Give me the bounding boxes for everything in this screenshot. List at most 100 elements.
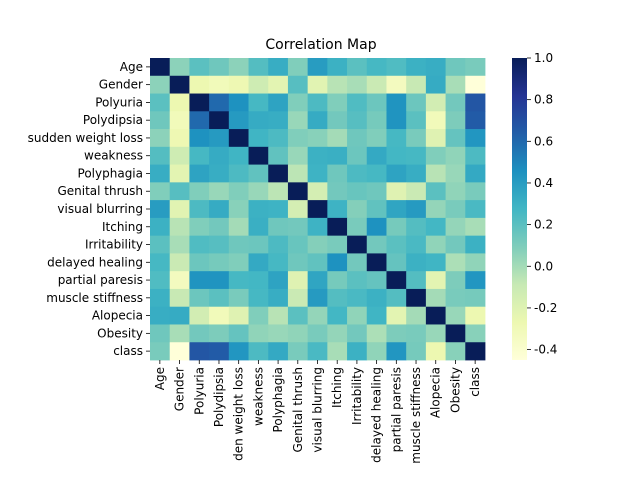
heatmap-cell (425, 164, 446, 183)
heatmap-cell (287, 58, 309, 77)
heatmap-cell (347, 129, 368, 148)
heatmap-cell (228, 111, 249, 130)
heatmap-cell (150, 93, 171, 112)
heatmap-cell (347, 306, 368, 325)
chart-title: Correlation Map (265, 37, 376, 53)
heatmap-cell (445, 111, 466, 130)
y-tick-label: Age (120, 60, 143, 74)
heatmap-cell (287, 164, 309, 183)
y-tick-label: Obesity (97, 326, 143, 340)
heatmap-cell (150, 306, 171, 325)
heatmap-cell (386, 235, 407, 254)
heatmap-cell (268, 146, 289, 165)
heatmap-cell (209, 217, 230, 237)
heatmap-cell (465, 146, 486, 165)
heatmap-cell (307, 164, 328, 183)
x-tick-label: Polyuria (192, 367, 206, 415)
heatmap-cell (169, 217, 190, 237)
heatmap-cell (307, 146, 328, 165)
heatmap-cell (209, 271, 230, 290)
heatmap-cell (406, 324, 427, 343)
heatmap-cell (228, 200, 249, 219)
heatmap-cell (287, 342, 309, 361)
heatmap-cell (465, 217, 486, 237)
heatmap-cell (465, 324, 486, 343)
heatmap-cell (150, 217, 171, 237)
heatmap-cell (248, 324, 269, 343)
heatmap-cell (169, 342, 190, 361)
heatmap-cell (425, 111, 446, 130)
heatmap-cell (150, 129, 171, 148)
x-tick-label: Polyphagia (271, 367, 285, 432)
heatmap-cell (327, 75, 348, 94)
heatmap-cell (189, 342, 210, 361)
heatmap-cell (268, 58, 289, 77)
heatmap-cell (327, 182, 348, 201)
heatmap-cell (209, 93, 230, 112)
heatmap-cell (150, 200, 171, 219)
heatmap-cell (386, 288, 407, 308)
heatmap-cell (287, 235, 309, 254)
heatmap-cell (209, 75, 230, 94)
x-tick-label: visual blurring (311, 367, 325, 453)
heatmap-cell (268, 271, 289, 290)
heatmap-cell (366, 288, 387, 308)
heatmap-cell (327, 324, 348, 343)
heatmap-cell (268, 93, 289, 112)
heatmap-cell (465, 271, 486, 290)
heatmap-cell (150, 253, 171, 272)
heatmap-cell (228, 253, 249, 272)
heatmap-cell (307, 253, 328, 272)
heatmap-cell (228, 93, 249, 112)
colorbar-tick-label: -0.2 (534, 301, 557, 315)
heatmap-cell (268, 288, 289, 308)
heatmap-cell (189, 129, 210, 148)
y-tick-label: Irritability (85, 238, 143, 252)
heatmap-cell (268, 111, 289, 130)
heatmap-cell (268, 182, 289, 201)
heatmap-cell (287, 146, 309, 165)
heatmap-cell (150, 324, 171, 343)
heatmap-cell (268, 129, 289, 148)
heatmap-cell (268, 324, 289, 343)
heatmap-cell (209, 253, 230, 272)
heatmap-cell (425, 182, 446, 201)
heatmap-cell (307, 288, 328, 308)
y-tick-label: delayed healing (47, 255, 143, 269)
y-tick-label: Polyphagia (78, 166, 143, 180)
heatmap-cell (150, 111, 171, 130)
heatmap-cell (307, 306, 328, 325)
heatmap-cell (228, 306, 249, 325)
heatmap-cell (445, 164, 466, 183)
x-tick-label: Alopecia (429, 367, 443, 418)
heatmap-cell (150, 288, 171, 308)
colorbar-tick-label: 0.2 (534, 218, 553, 232)
heatmap-cell (307, 93, 328, 112)
heatmap-cell (189, 288, 210, 308)
heatmap-cell (209, 164, 230, 183)
heatmap-cell (327, 111, 348, 130)
heatmap-cell (209, 324, 230, 343)
heatmap-cell (209, 111, 230, 130)
heatmap-cell (248, 253, 269, 272)
y-tick-label: muscle stiffness (46, 291, 143, 305)
y-axis-ticks: Age Gender Polyuria Polydipsia sudden weight… (28, 60, 150, 358)
x-tick-label: Age (153, 367, 167, 390)
heatmap-cell (228, 324, 249, 343)
heatmap-cell (169, 253, 190, 272)
heatmap-cell (445, 253, 466, 272)
heatmap-cell (307, 217, 328, 237)
heatmap-cell (189, 271, 210, 290)
heatmap-cell (287, 288, 309, 308)
heatmap-cell (327, 235, 348, 254)
heatmap-cell (268, 342, 289, 361)
heatmap-cell (406, 146, 427, 165)
heatmap-cell (425, 75, 446, 94)
heatmap-cell (189, 146, 210, 165)
heatmap-cell (287, 93, 309, 112)
heatmap-cell (228, 164, 249, 183)
heatmap-cell (307, 342, 328, 361)
heatmap-cell (209, 200, 230, 219)
heatmap-cell (347, 164, 368, 183)
